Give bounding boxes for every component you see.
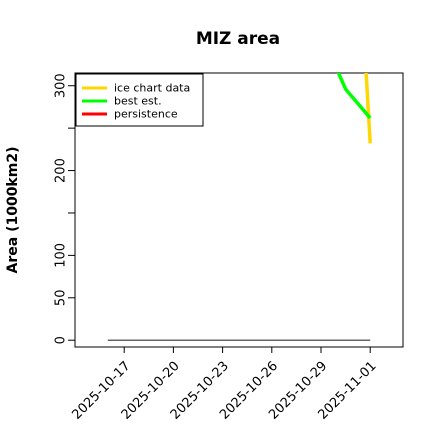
y-axis: 0 50 100 200 300 (54, 73, 75, 344)
y-tick-label: 200 (54, 158, 69, 183)
series-line-2 (336, 73, 372, 120)
legend-label-3: persistence (114, 108, 178, 121)
legend-label-2: best est. (114, 95, 162, 108)
y-tick-label: 0 (54, 336, 69, 344)
chart-title: MIZ area (196, 29, 280, 49)
legend-box (75, 73, 204, 127)
series-line-1 (364, 73, 372, 144)
plot-area (107, 73, 372, 341)
x-axis: 2025-10-172025-10-202025-10-232025-10-26… (69, 347, 380, 423)
y-tick-label: 300 (54, 73, 69, 98)
plot-frame (74, 72, 404, 348)
y-axis-label: Area (1000km2) (5, 147, 21, 274)
legend-label-1: ice chart data (114, 82, 190, 95)
y-tick-label: 100 (54, 243, 69, 268)
y-tick-label: 50 (54, 290, 69, 307)
